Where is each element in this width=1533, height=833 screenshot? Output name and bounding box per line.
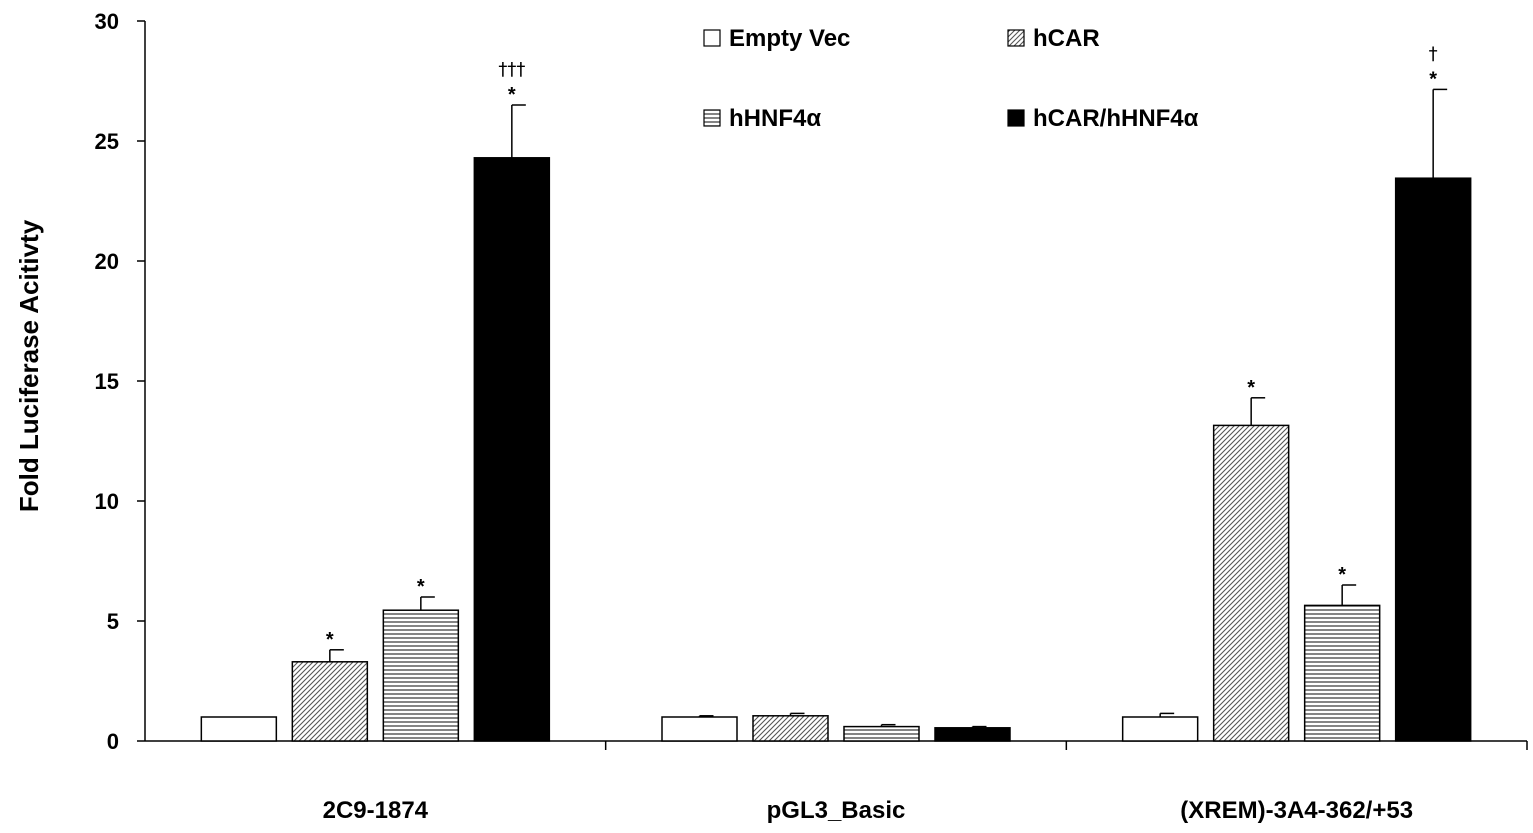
bar	[1303, 604, 1381, 742]
legend-swatch	[1007, 109, 1025, 127]
bar	[934, 727, 1011, 742]
bar	[200, 716, 278, 742]
bar	[843, 725, 920, 742]
dagger-marker: †††	[498, 59, 525, 80]
bar	[752, 715, 829, 742]
y-tick-label: 0	[107, 729, 119, 754]
y-tick-label: 20	[95, 249, 119, 274]
significance-marker: *	[1429, 68, 1437, 90]
significance-marker: *	[1247, 377, 1255, 399]
y-axis-ticks: 0 5 10 15 20 25 30	[95, 9, 145, 754]
bar	[1121, 716, 1199, 742]
y-axis-title: Fold Luciferase Acitivty	[14, 219, 44, 512]
dagger-marker: †	[1429, 43, 1438, 64]
legend-label: hHNF4α	[729, 105, 821, 132]
category-label: 2C9-1874	[323, 797, 429, 824]
significance-marker: *	[326, 629, 334, 651]
significance-marker: *	[1338, 564, 1346, 586]
legend-label: hCAR/hHNF4α	[1033, 105, 1199, 132]
bar	[661, 716, 738, 742]
y-tick-label: 30	[95, 9, 119, 34]
category-label: pGL3_Basic	[767, 797, 906, 824]
y-tick-label: 15	[95, 369, 119, 394]
legend-swatch	[703, 29, 721, 47]
category-label: (XREM)-3A4-362/+53	[1180, 797, 1413, 824]
legend-label: Empty Vec	[729, 25, 850, 52]
bar	[382, 609, 460, 742]
bar	[1394, 177, 1472, 742]
bar	[1212, 424, 1290, 742]
x-axis-category-labels: 2C9-1874 pGL3_Basic (XREM)-3A4-362/+53	[323, 797, 1413, 824]
significance-marker: *	[508, 84, 516, 106]
legend: Empty Vec hCAR hHNF4α hCAR/hHNF4α	[703, 25, 1199, 132]
legend-swatch	[1007, 29, 1025, 47]
bar	[473, 157, 551, 742]
bar	[291, 661, 369, 742]
y-tick-label: 5	[107, 609, 119, 634]
significance-marker: *	[417, 576, 425, 598]
y-tick-label: 25	[95, 129, 119, 154]
legend-swatch	[703, 109, 721, 127]
y-tick-label: 10	[95, 489, 119, 514]
legend-label: hCAR	[1033, 25, 1100, 52]
bars: * * * ††† * * * †	[200, 43, 1472, 742]
